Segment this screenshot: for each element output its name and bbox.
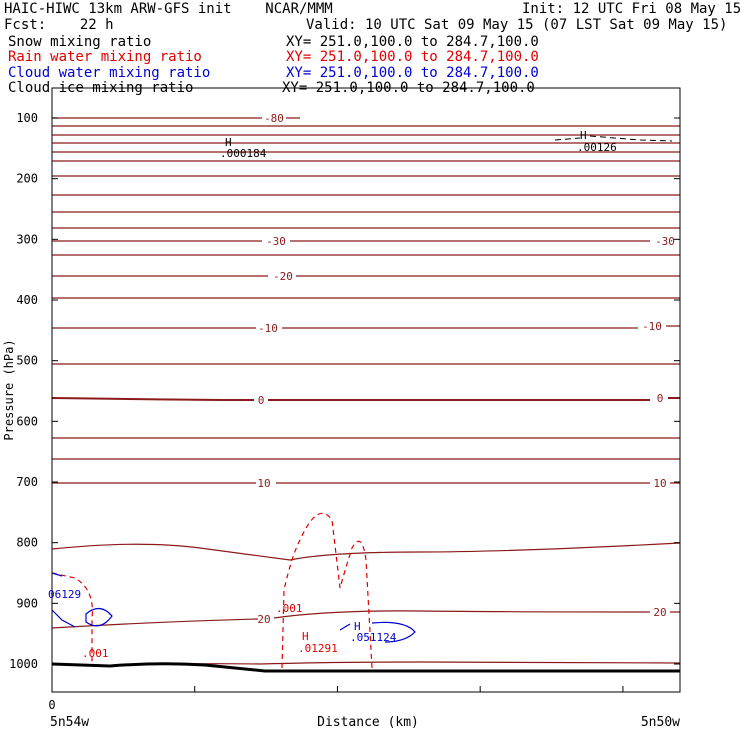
header-forecast: Fcst: 22 h: [4, 17, 114, 33]
x-axis: [51, 686, 624, 692]
rain-max-value: .01291: [298, 642, 338, 655]
rain-contour-label-left: .001: [82, 647, 109, 660]
field-rain-xy: XY= 251.0,100.0 to 284.7,100.0: [286, 49, 539, 65]
isotherm-line: [51, 542, 681, 561]
field-cloud-name: Cloud water mixing ratio: [8, 65, 211, 81]
ice-max-value: .00126: [577, 141, 617, 154]
snow-contour: [554, 135, 673, 142]
temp-label: -10: [642, 320, 662, 333]
temperature-contours: [51, 117, 681, 666]
y-tick-label: 900: [16, 596, 38, 610]
cloud-max-marker: H: [354, 620, 361, 633]
cloud-contour-right: [339, 621, 416, 643]
y-tick-label: 500: [16, 354, 38, 368]
rain-max-marker: H: [302, 630, 309, 643]
header-title: HAIC-HIWC 13km ARW-GFS init NCAR/MMM: [4, 1, 333, 17]
field-cloud-xy: XY= 251.0,100.0 to 284.7,100.0: [286, 65, 539, 81]
y-tick-label: 200: [16, 172, 38, 186]
field-snow-xy: XY= 251.0,100.0 to 284.7,100.0: [286, 34, 539, 50]
y-tick-label: 1000: [9, 657, 38, 671]
isotherm-line: [52, 325, 680, 329]
temp-label: 10: [653, 477, 666, 490]
header-init: Init: 12 UTC Fri 08 May 15: [522, 1, 740, 17]
x-axis-zero-label: 0: [48, 698, 55, 712]
rain-contours: [51, 512, 373, 669]
header-valid: Valid: 10 UTC Sat 09 May 15 (07 LST Sat …: [306, 17, 728, 33]
snow-max-value: .000184: [220, 147, 267, 160]
temp-label: -30: [266, 235, 286, 248]
temp-label: -80: [264, 112, 284, 125]
y-tick-label: 400: [16, 293, 38, 307]
y-tick-label: 600: [16, 414, 38, 428]
rain-contour-left: [51, 572, 93, 662]
ice-max-marker: H: [580, 129, 587, 142]
temp-label: -20: [273, 270, 293, 283]
y-tick-label: 800: [16, 536, 38, 550]
isotherm-line: [51, 610, 680, 629]
temp-label: -30: [655, 235, 675, 248]
temperature-label-group: -80 -30 -30 -20 -10 -10 0 0 10 10 20 20: [257, 112, 675, 626]
temp-label: -10: [258, 322, 278, 335]
y-axis-label: Pressure (hPa): [2, 339, 16, 440]
temp-label: 20: [653, 606, 666, 619]
temp-label: 10: [257, 477, 270, 490]
field-snow-name: Snow mixing ratio: [8, 34, 152, 50]
temp-label: 0: [657, 392, 664, 405]
rain-contour-central: [281, 512, 373, 669]
x-right-label: 5n50w: [641, 715, 680, 730]
x-left-label: 5n54w: [50, 715, 89, 730]
y-tick-label: 700: [16, 475, 38, 489]
terrain-line: [51, 662, 680, 673]
y-tick-label: 100: [16, 111, 38, 125]
x-axis-label: Distance (km): [317, 715, 419, 730]
field-rain-name: Rain water mixing ratio: [8, 49, 202, 65]
plot-frame: [51, 87, 681, 693]
snow-max-marker: H: [225, 136, 232, 149]
isotherm-line: [51, 397, 680, 401]
temp-label: 20: [257, 613, 270, 626]
temp-label: 0: [258, 394, 265, 407]
rain-contour-label-central: .001: [276, 602, 303, 615]
cloud-partial-label: 06129: [48, 588, 81, 601]
cloud-max-value: .051124: [350, 631, 397, 644]
cloud-contour-small: [85, 607, 113, 627]
cloud-contours: [51, 572, 416, 643]
cloud-contour-left: [51, 572, 76, 628]
y-tick-label: 300: [16, 232, 38, 246]
